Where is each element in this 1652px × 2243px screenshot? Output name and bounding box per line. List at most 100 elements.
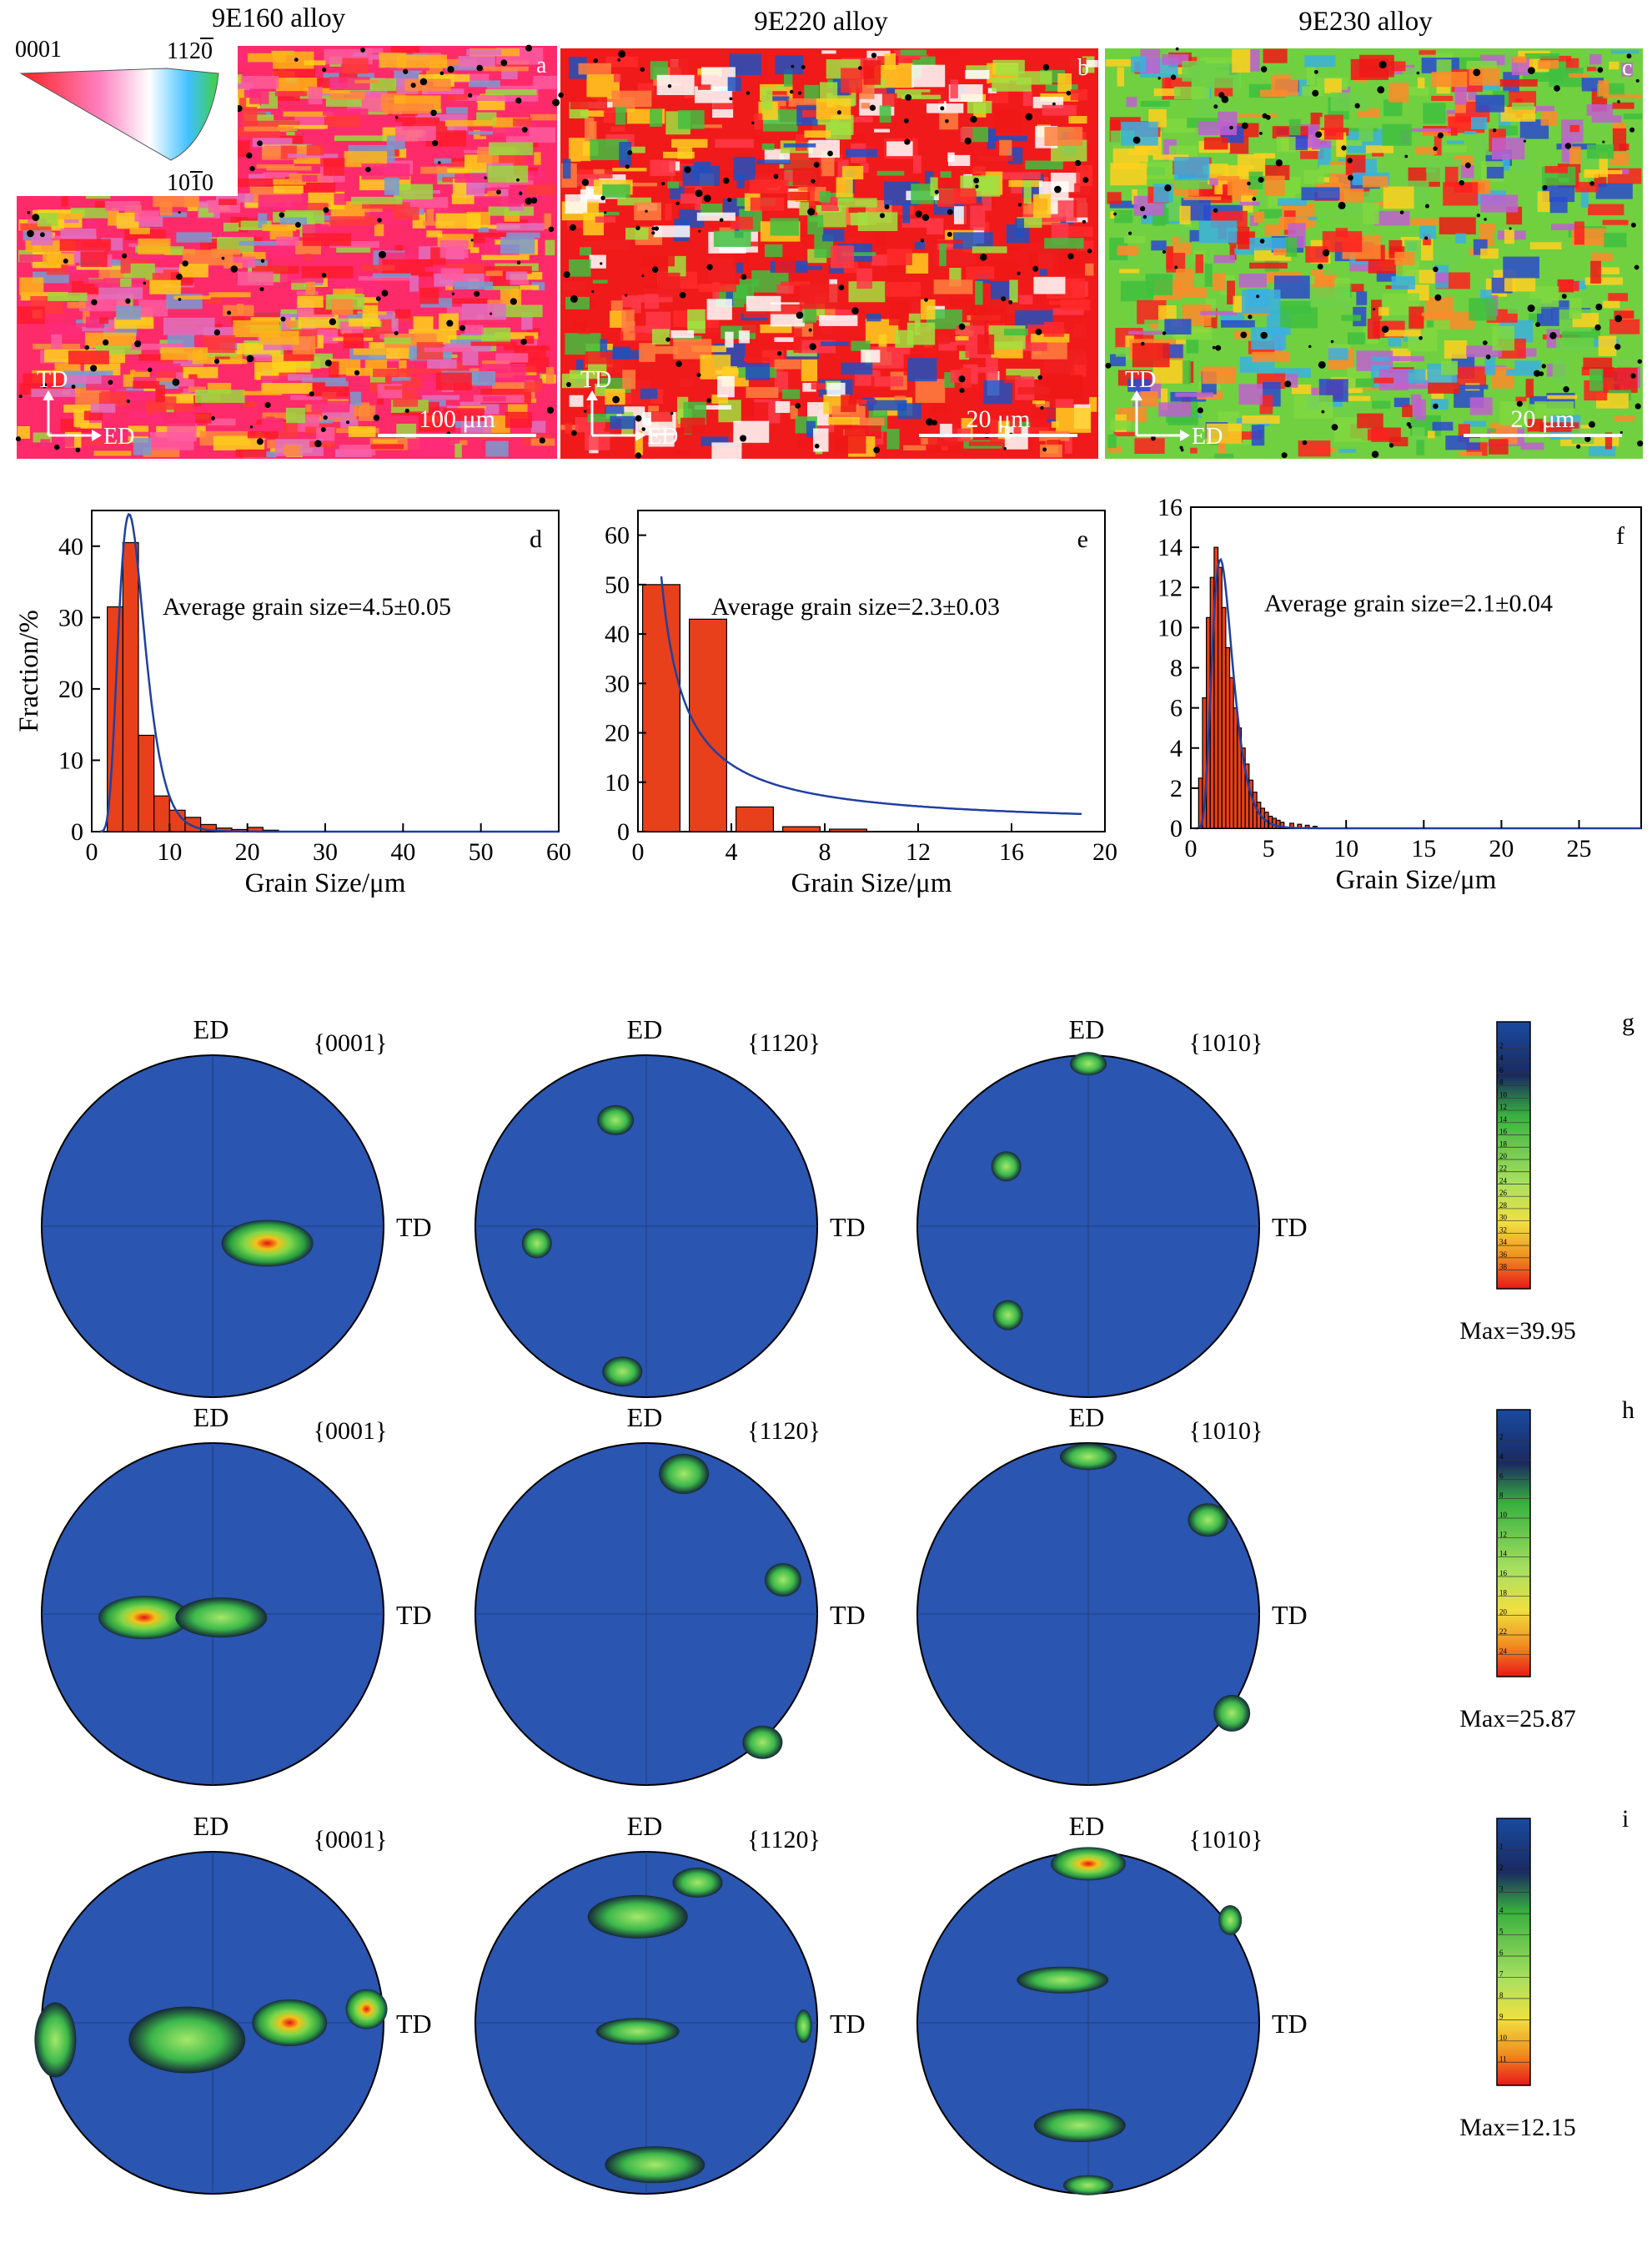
pole-figure: ED TD {0001}: [41, 1402, 432, 1786]
grain: [1363, 203, 1379, 224]
grain-boundary-dot: [346, 420, 350, 425]
grain-boundary-dot: [546, 406, 555, 414]
grain: [658, 272, 680, 298]
grain: [293, 411, 343, 417]
grain: [988, 135, 1027, 142]
plane-label: {1120}: [747, 1417, 821, 1445]
color-scale-tick: 22: [1499, 1164, 1507, 1173]
grain: [1003, 329, 1028, 336]
texture-pole: [597, 1104, 635, 1135]
grain-boundary-dot: [1341, 145, 1347, 151]
grain: [334, 135, 385, 141]
grain: [583, 212, 604, 236]
grain: [970, 205, 986, 231]
grain: [610, 126, 625, 132]
color-scale-bar: [1496, 1021, 1531, 1290]
grain-boundary-dot: [1484, 218, 1487, 221]
color-scale-tick: 20: [1499, 1152, 1508, 1160]
ed-label: ED: [647, 424, 678, 450]
grain: [875, 233, 886, 247]
grain: [55, 436, 74, 447]
grain-boundary-dot: [1132, 136, 1141, 144]
grain: [372, 439, 398, 444]
grain-boundary-dot: [354, 370, 360, 376]
grain: [1290, 73, 1301, 81]
x-tick-label: 8: [819, 838, 831, 866]
grain: [1015, 310, 1053, 329]
grain: [1323, 114, 1343, 140]
grain: [1345, 154, 1366, 175]
grain-boundary-dot: [1373, 308, 1376, 311]
grain: [391, 376, 411, 385]
grain-boundary-dot: [484, 176, 487, 180]
grain: [765, 304, 803, 314]
grain: [1584, 277, 1623, 285]
grain: [286, 132, 295, 136]
grain: [286, 224, 313, 230]
grain-boundary-dot: [1459, 179, 1464, 186]
grain-boundary-dot: [246, 355, 254, 363]
ipf-key-0001: 0001: [15, 37, 62, 63]
grain: [1205, 248, 1213, 267]
average-grain-size-annotation: Average grain size=2.1±0.04: [1264, 590, 1553, 617]
grain-boundary-dot: [1347, 158, 1353, 163]
grain: [966, 367, 998, 373]
grain: [302, 174, 318, 182]
grain: [1410, 394, 1422, 416]
texture-pole: [1060, 1443, 1117, 1471]
grain: [275, 78, 318, 92]
grain: [277, 91, 308, 97]
grain-boundary-dot: [125, 298, 131, 304]
grain-boundary-dot: [791, 64, 795, 68]
plane-label: {1010}: [1189, 1826, 1263, 1853]
grain-boundary-dot: [1260, 331, 1268, 339]
grain: [834, 436, 866, 454]
color-scale-tick: 2: [1499, 1433, 1504, 1441]
grain-boundary-dot: [1142, 214, 1147, 219]
grain: [485, 178, 510, 188]
grain-boundary-dot: [851, 307, 859, 314]
pole-figure: ED TD {1120}: [475, 1811, 866, 2195]
grain: [23, 373, 65, 386]
grain-boundary-dot: [1082, 219, 1087, 224]
ed-label: ED: [1192, 424, 1223, 450]
grain: [584, 241, 600, 250]
grain-boundary-dot: [934, 189, 939, 194]
grain: [1107, 192, 1122, 204]
grain-boundary-dot: [706, 264, 713, 270]
grain: [80, 422, 102, 429]
grain: [650, 159, 675, 176]
grain: [384, 177, 399, 195]
grain: [1032, 194, 1052, 219]
grain: [235, 178, 286, 188]
grain: [1015, 218, 1025, 239]
grain-boundary-dot: [530, 197, 538, 204]
grain-boundary-dot: [1302, 440, 1308, 445]
grain: [1402, 67, 1420, 75]
grain: [1589, 436, 1619, 446]
y-tick-label: 4: [1170, 735, 1183, 762]
grain: [1393, 397, 1410, 408]
grain: [674, 450, 690, 455]
grain: [1045, 375, 1083, 399]
grain-boundary-dot: [1067, 253, 1074, 259]
grain-boundary-dot: [459, 324, 466, 331]
grain: [595, 212, 620, 216]
grain: [1013, 415, 1022, 435]
grain-boundary-dot: [1597, 67, 1604, 73]
grain-boundary-dot: [675, 360, 682, 367]
grain: [799, 202, 809, 216]
grain-boundary-dot: [809, 343, 816, 350]
color-scale-tick: 12: [1499, 1103, 1507, 1111]
grain: [134, 210, 159, 222]
grain: [111, 431, 157, 437]
grain: [1175, 392, 1213, 397]
grain-boundary-dot: [635, 225, 640, 231]
color-scale-tick: 7: [1499, 1969, 1504, 1978]
grain: [889, 301, 909, 326]
grain-boundary-dot: [801, 65, 806, 69]
grain: [977, 156, 1013, 162]
grain: [1318, 143, 1331, 168]
grain: [1302, 86, 1323, 97]
grain: [873, 205, 914, 215]
